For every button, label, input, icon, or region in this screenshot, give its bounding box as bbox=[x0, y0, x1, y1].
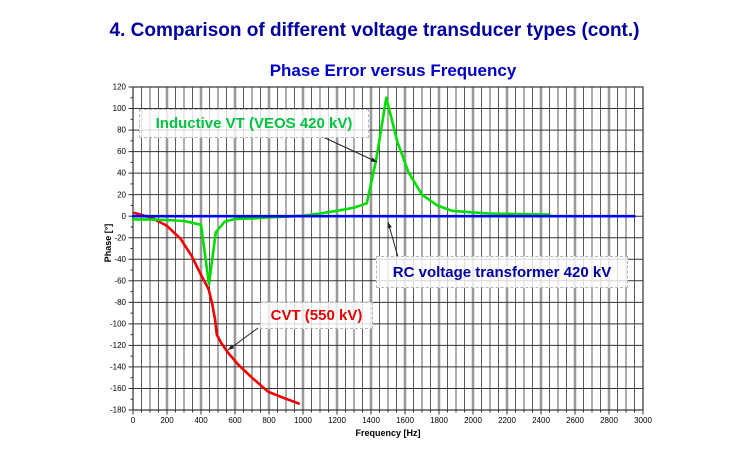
x-tick-label: 1800 bbox=[430, 416, 448, 425]
y-tick-label: -80 bbox=[114, 298, 126, 307]
annotation-cvt: CVT (550 kV) bbox=[260, 302, 373, 329]
y-tick-label: -140 bbox=[110, 363, 127, 372]
y-tick-label: -160 bbox=[110, 384, 127, 393]
x-tick-label: 600 bbox=[228, 416, 242, 425]
y-tick-label: 120 bbox=[113, 83, 127, 92]
x-tick-label: 1000 bbox=[294, 416, 312, 425]
series-inductive-vt-veos-420-kv- bbox=[131, 96, 551, 286]
annotation-arrow bbox=[387, 221, 399, 258]
x-tick-label: 2400 bbox=[532, 416, 550, 425]
x-tick-label: 2200 bbox=[498, 416, 516, 425]
x-tick-label: 200 bbox=[160, 416, 174, 425]
annotation-inductive-vt: Inductive VT (VEOS 420 kV) bbox=[139, 109, 369, 138]
annotation-arrowhead bbox=[370, 157, 377, 162]
x-tick-label: 2600 bbox=[566, 416, 584, 425]
x-tick-label: 2800 bbox=[600, 416, 618, 425]
x-tick-label: 1600 bbox=[396, 416, 414, 425]
y-tick-label: -100 bbox=[110, 319, 127, 328]
y-tick-label: 40 bbox=[117, 169, 126, 178]
y-tick-label: 100 bbox=[113, 104, 127, 113]
y-tick-label: 20 bbox=[117, 190, 126, 199]
annotation-arrowhead bbox=[387, 222, 392, 229]
y-tick-label: -180 bbox=[110, 406, 127, 415]
x-tick-label: 2000 bbox=[464, 416, 482, 425]
annotation-arrowhead bbox=[228, 344, 235, 350]
chart-title: Phase Error versus Frequency bbox=[269, 61, 517, 80]
y-tick-label: -40 bbox=[114, 255, 126, 264]
x-tick-label: 1400 bbox=[362, 416, 380, 425]
y-tick-label: 60 bbox=[117, 147, 126, 156]
annotation-rc-transformer: RC voltage transformer 420 kV bbox=[376, 256, 628, 288]
annotation-arrow bbox=[227, 327, 259, 351]
x-tick-label: 400 bbox=[194, 416, 208, 425]
y-tick-label: -20 bbox=[114, 233, 126, 242]
x-tick-label: 0 bbox=[131, 416, 136, 425]
annotation-arrow bbox=[322, 136, 378, 163]
y-tick-label: 0 bbox=[122, 212, 127, 221]
y-axis-label: Phase [°] bbox=[103, 223, 113, 263]
x-tick-label: 3000 bbox=[634, 416, 652, 425]
series-cvt-550-kv- bbox=[133, 211, 301, 405]
x-tick-label: 800 bbox=[262, 416, 276, 425]
y-tick-label: -120 bbox=[110, 341, 127, 350]
x-tick-label: 1200 bbox=[328, 416, 346, 425]
x-axis-label: Frequency [Hz] bbox=[355, 428, 421, 438]
y-tick-label: 80 bbox=[117, 126, 126, 135]
page-title: 4. Comparison of different voltage trans… bbox=[109, 20, 640, 41]
y-tick-label: -60 bbox=[114, 276, 126, 285]
